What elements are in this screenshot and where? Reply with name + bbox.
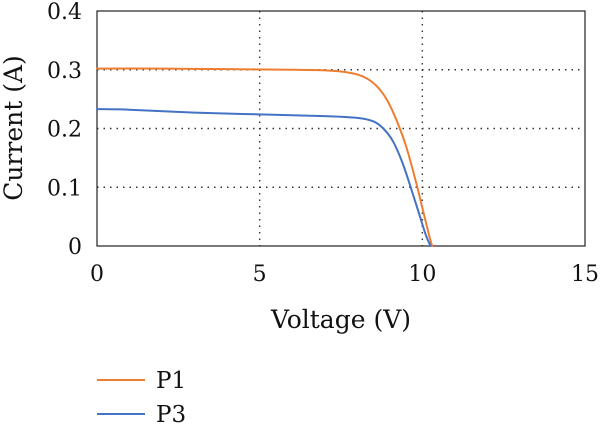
x-tick-label-2: 10 — [408, 262, 436, 287]
y-tick-label-3: 0.3 — [47, 59, 82, 84]
y-tick-label-4: 0.4 — [47, 0, 82, 25]
grid-lines — [97, 11, 585, 246]
y-tick-label-1: 0.1 — [47, 176, 82, 201]
y-axis-ticks: 0 0.1 0.2 0.3 0.4 — [47, 0, 82, 260]
legend: P1 P3 — [97, 368, 186, 428]
y-tick-label-0: 0 — [68, 235, 82, 260]
x-tick-label-0: 0 — [90, 262, 104, 287]
legend-label-p3: P3 — [156, 402, 186, 428]
series-line-p3 — [96, 108, 432, 247]
x-tick-label-3: 15 — [571, 262, 599, 287]
x-tick-label-1: 5 — [253, 262, 267, 287]
data-series — [96, 67, 434, 247]
plot-area-frame — [96, 10, 586, 247]
x-axis-label: Voltage (V) — [270, 305, 411, 334]
series-line-p1 — [96, 67, 434, 247]
y-tick-label-2: 0.2 — [47, 118, 82, 143]
y-axis-label: Current (A) — [0, 55, 28, 201]
legend-label-p1: P1 — [156, 368, 186, 394]
x-axis-ticks: 0 5 10 15 — [90, 262, 599, 287]
